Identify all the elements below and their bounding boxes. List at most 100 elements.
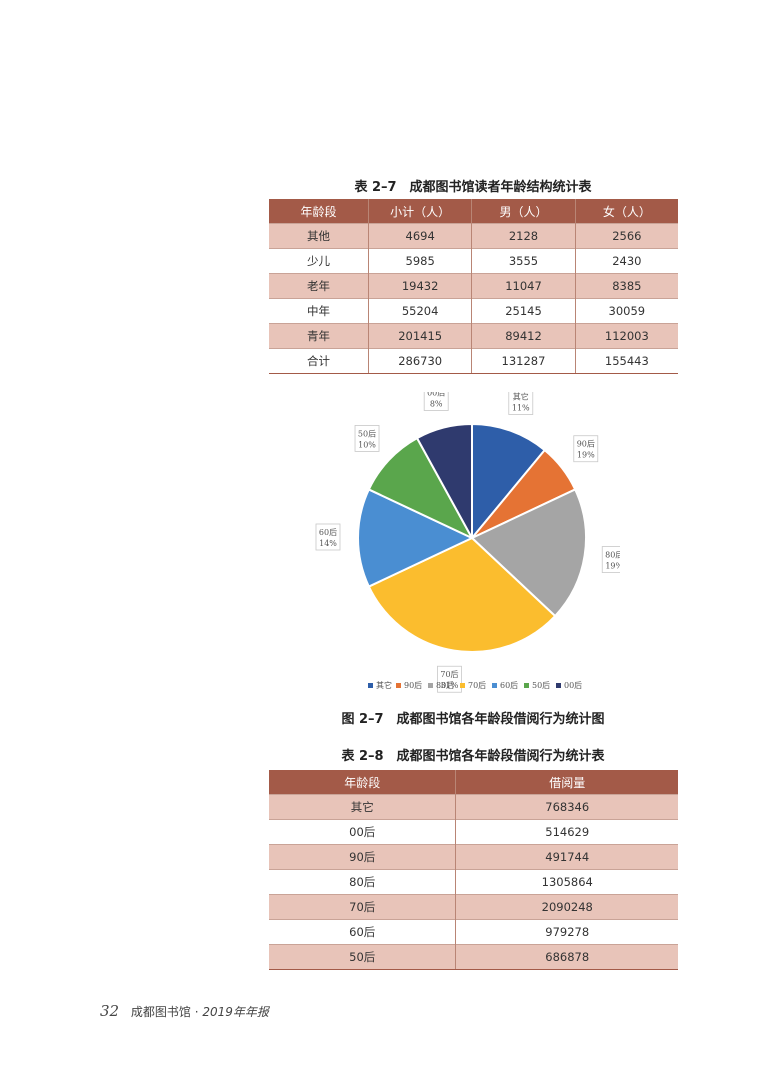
pie-slice bbox=[367, 436, 475, 541]
table-cell: 中年 bbox=[269, 298, 369, 324]
svg-text:50后: 50后 bbox=[358, 428, 376, 438]
table-cell: 112003 bbox=[574, 323, 678, 349]
column-header: 年龄段 bbox=[269, 199, 369, 224]
pie-slice bbox=[471, 422, 547, 541]
table-cell: 少儿 bbox=[269, 248, 369, 274]
table-cell: 2128 bbox=[471, 223, 576, 249]
table-cell: 1305864 bbox=[455, 869, 678, 895]
table-cell: 25145 bbox=[471, 298, 576, 324]
table-cell: 其它 bbox=[269, 794, 456, 820]
column-header: 小计（人） bbox=[367, 199, 472, 224]
borrowing-by-age-pie-chart: 其它11%90后19%80后19%70后31%60后14%50后10%00后8%… bbox=[315, 392, 620, 693]
table-cell: 90后 bbox=[269, 844, 456, 870]
svg-text:31%: 31% bbox=[441, 681, 459, 690]
svg-text:60后: 60后 bbox=[319, 527, 337, 537]
svg-text:50后: 50后 bbox=[532, 680, 550, 690]
table-cell: 2090248 bbox=[455, 894, 678, 920]
column-header: 借阅量 bbox=[455, 770, 678, 795]
svg-text:90后: 90后 bbox=[404, 680, 422, 690]
slice-data-label: 其它 11% bbox=[508, 392, 534, 415]
table-cell: 30059 bbox=[574, 298, 678, 324]
page-number: 32 bbox=[100, 1002, 120, 1020]
table-row: 少儿 5985 3555 2430 bbox=[269, 248, 678, 274]
table-row: 00后 514629 bbox=[269, 819, 678, 845]
table-cell: 11047 bbox=[471, 273, 576, 299]
table-cell: 979278 bbox=[455, 919, 678, 945]
svg-text:其它: 其它 bbox=[376, 680, 392, 690]
table-cell: 491744 bbox=[455, 844, 678, 870]
legend-item: 80后 bbox=[428, 680, 454, 690]
column-header: 年龄段 bbox=[269, 770, 456, 795]
table-cell: 3555 bbox=[471, 248, 576, 274]
table-cell: 768346 bbox=[455, 794, 678, 820]
svg-text:80后: 80后 bbox=[605, 550, 620, 560]
table-row: 70后 2090248 bbox=[269, 894, 678, 920]
svg-text:其它: 其它 bbox=[513, 392, 529, 402]
svg-text:8%: 8% bbox=[430, 400, 443, 409]
table-cell: 50后 bbox=[269, 944, 456, 970]
table-row: 老年 19432 11047 8385 bbox=[269, 273, 678, 299]
svg-text:70后: 70后 bbox=[468, 680, 486, 690]
table-cell: 老年 bbox=[269, 273, 369, 299]
legend-item: 90后 bbox=[396, 680, 422, 690]
column-header: 女（人） bbox=[574, 199, 678, 224]
table-cell: 686878 bbox=[455, 944, 678, 970]
table-row: 90后 491744 bbox=[269, 844, 678, 870]
svg-text:11%: 11% bbox=[512, 404, 530, 413]
pie-slice bbox=[470, 488, 587, 618]
table-cell: 5985 bbox=[367, 248, 472, 274]
table-header-row: 年龄段 小计（人） 男（人） 女（人） bbox=[269, 199, 678, 224]
legend-item: 00后 bbox=[556, 680, 582, 690]
svg-text:10%: 10% bbox=[358, 440, 376, 449]
table-row: 中年 55204 25145 30059 bbox=[269, 298, 678, 324]
figure-caption: 图 2–7 成都图书馆各年龄段借阅行为统计图 bbox=[341, 712, 605, 727]
table-cell: 514629 bbox=[455, 819, 678, 845]
svg-text:80后: 80后 bbox=[436, 680, 454, 690]
footer-library: 成都图书馆 · bbox=[130, 1005, 199, 1019]
pie-slice bbox=[357, 488, 475, 588]
table-cell: 00后 bbox=[269, 819, 456, 845]
table-cell: 19432 bbox=[367, 273, 472, 299]
table-cell: 55204 bbox=[367, 298, 472, 324]
reader-age-structure-table: 年龄段 小计（人） 男（人） 女（人） 其他 4694 2128 2566 少儿 5985 355… bbox=[269, 199, 678, 374]
footer-report: 2019年年报 bbox=[202, 1005, 269, 1019]
svg-text:90后: 90后 bbox=[577, 439, 595, 449]
table-row: 50后 686878 bbox=[269, 944, 678, 970]
table-cell: 286730 bbox=[367, 348, 472, 374]
table-row: 合计 286730 131287 155443 bbox=[269, 348, 678, 374]
svg-text:19%: 19% bbox=[605, 562, 620, 571]
table-cell: 155443 bbox=[574, 348, 678, 374]
page-footer: 32 成都图书馆 · 2019年年报 bbox=[100, 1002, 269, 1020]
legend-item: 其它 bbox=[368, 680, 392, 690]
svg-text:00后: 00后 bbox=[564, 680, 582, 690]
table-header-row: 年龄段 借阅量 bbox=[269, 770, 678, 795]
table-row: 其它 768346 bbox=[269, 794, 678, 820]
table-cell: 青年 bbox=[269, 323, 369, 349]
table1-caption: 表 2–7 成都图书馆读者年龄结构统计表 bbox=[354, 180, 592, 195]
table-cell: 2430 bbox=[574, 248, 678, 274]
table-cell: 60后 bbox=[269, 919, 456, 945]
svg-text:19%: 19% bbox=[577, 451, 595, 460]
legend-item: 70后 bbox=[460, 680, 486, 690]
svg-text:14%: 14% bbox=[319, 539, 337, 548]
pie-slice bbox=[415, 422, 473, 539]
table-cell: 合计 bbox=[269, 348, 369, 374]
table-cell: 8385 bbox=[574, 273, 678, 299]
table-cell: 131287 bbox=[471, 348, 576, 374]
pie-slice bbox=[367, 536, 557, 653]
table-cell: 80后 bbox=[269, 869, 456, 895]
svg-text:70后: 70后 bbox=[440, 669, 458, 679]
table2-caption: 表 2–8 成都图书馆各年龄段借阅行为统计表 bbox=[341, 749, 605, 764]
legend-item: 50后 bbox=[524, 680, 550, 690]
table-cell: 70后 bbox=[269, 894, 456, 920]
table-row: 青年 201415 89412 112003 bbox=[269, 323, 678, 349]
table-cell: 其他 bbox=[269, 223, 369, 249]
table-row: 80后 1305864 bbox=[269, 869, 678, 895]
legend-item: 60后 bbox=[492, 680, 518, 690]
